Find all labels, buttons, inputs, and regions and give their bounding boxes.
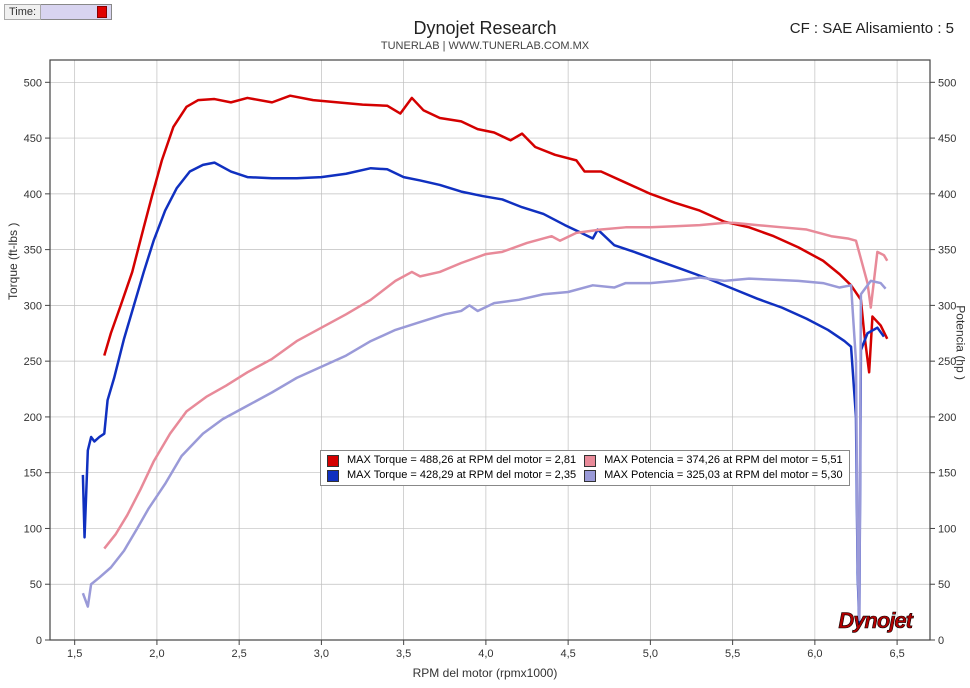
svg-text:0: 0 [938,635,944,647]
svg-text:350: 350 [938,245,956,257]
legend-swatch-icon [327,470,339,482]
svg-text:6,0: 6,0 [807,648,822,660]
y-axis-label-left: Torque (ft-lbs ) [6,223,20,300]
legend-text: MAX Potencia = 325,03 at RPM del motor =… [604,468,842,483]
svg-text:500: 500 [24,77,42,89]
dyno-chart: 1,5 2,0 2,5 3,0 3,5 4,0 4,5 5,0 5,5 6,0 6,5 0 0 50 50 1… [0,0,970,688]
svg-text:1,5: 1,5 [67,648,82,660]
svg-text:200: 200 [24,412,42,424]
svg-text:400: 400 [938,189,956,201]
svg-text:0: 0 [36,635,42,647]
legend-text: MAX Potencia = 374,26 at RPM del motor =… [604,453,842,468]
svg-text:50: 50 [30,579,42,591]
svg-text:150: 150 [938,468,956,480]
legend-swatch-icon [584,470,596,482]
svg-text:150: 150 [24,468,42,480]
svg-text:100: 100 [24,523,42,535]
svg-text:300: 300 [24,300,42,312]
y-axis-label-right: Potencia (hp ) [954,305,968,380]
svg-text:250: 250 [24,356,42,368]
svg-text:4,5: 4,5 [560,648,575,660]
svg-text:50: 50 [938,579,950,591]
svg-text:4,0: 4,0 [478,648,493,660]
svg-text:2,5: 2,5 [232,648,247,660]
svg-text:350: 350 [24,245,42,257]
svg-text:5,0: 5,0 [643,648,658,660]
svg-text:2,0: 2,0 [149,648,164,660]
svg-text:5,5: 5,5 [725,648,740,660]
legend-row: MAX Torque = 428,29 at RPM del motor = 2… [327,468,843,483]
svg-text:450: 450 [24,133,42,145]
svg-text:100: 100 [938,523,956,535]
svg-text:500: 500 [938,77,956,89]
svg-text:Dynojet: Dynojet [838,608,914,633]
svg-text:200: 200 [938,412,956,424]
svg-text:400: 400 [24,189,42,201]
legend-box: MAX Torque = 488,26 at RPM del motor = 2… [320,450,850,486]
legend-row: MAX Torque = 488,26 at RPM del motor = 2… [327,453,843,468]
legend-swatch-icon [584,455,596,467]
legend-swatch-icon [327,455,339,467]
svg-text:3,5: 3,5 [396,648,411,660]
svg-text:3,0: 3,0 [314,648,329,660]
svg-text:450: 450 [938,133,956,145]
x-axis-label: RPM del motor (rpmx1000) [0,666,970,680]
legend-text: MAX Torque = 428,29 at RPM del motor = 2… [347,468,576,483]
legend-text: MAX Torque = 488,26 at RPM del motor = 2… [347,453,576,468]
svg-text:6,5: 6,5 [889,648,904,660]
